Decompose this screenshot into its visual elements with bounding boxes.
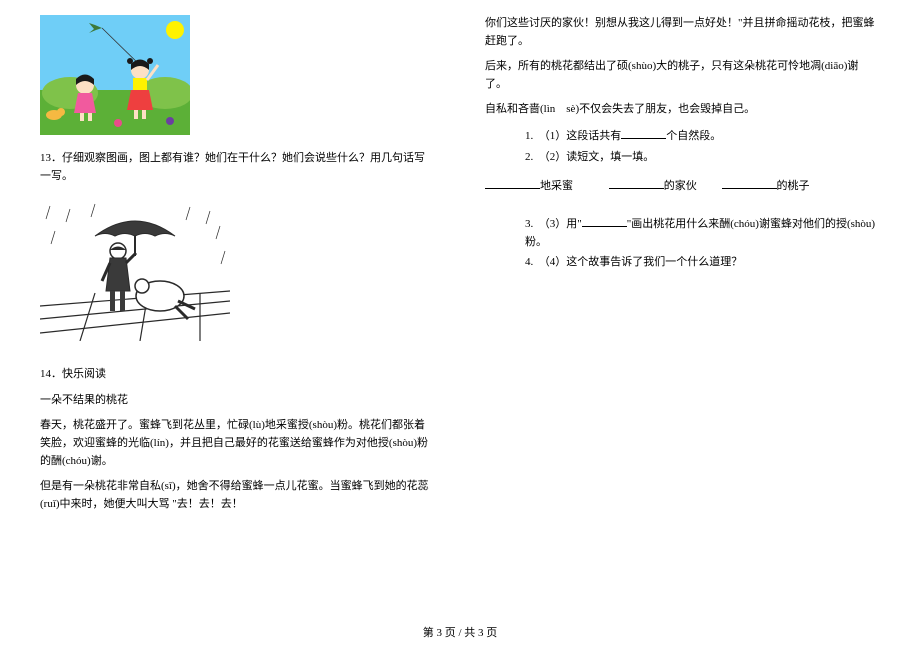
kite-illustration [40,15,190,135]
two-column-layout: 13．仔细观察图画，图上都有谁？她们在干什么？她们会说些什么？用几句话写一写。 [40,15,880,585]
blank-field[interactable] [609,177,664,189]
story-p4: 后来，所有的桃花都结出了硕(shùo)大的桃子，只有这朵桃花可怜地凋(diāo)… [485,58,880,93]
blank-field[interactable] [621,127,666,139]
story-title: 一朵不结果的桃花 [40,392,435,410]
sub-q3: 3. （3）用""画出桃花用什么来酬(chóu)谢蜜蜂对他们的授(shòu)粉。 [525,215,880,251]
left-column: 13．仔细观察图画，图上都有谁？她们在干什么？她们会说些什么？用几句话写一写。 [40,15,435,585]
story-p2: 但是有一朵桃花非常自私(sī)，她舍不得给蜜蜂一点儿花蜜。当蜜蜂飞到她的花蕊(r… [40,478,435,513]
sub-q1-suffix: 个自然段。 [666,130,721,142]
fill1-text: 地采蜜 [540,180,573,192]
blank-field[interactable] [485,177,540,189]
question-14-label: 14．快乐阅读 [40,366,435,384]
story-p1: 春天，桃花盛开了。蜜蜂飞到花丛里，忙碌(lù)地采蜜授(shòu)粉。桃花们都张… [40,417,435,470]
sub-q3-prefix: 3. （3）用" [525,218,582,230]
fill-blanks-line: 地采蜜 的家伙 的桃子 [485,177,880,197]
question-13: 13．仔细观察图画，图上都有谁？她们在干什么？她们会说些什么？用几句话写一写。 [40,150,435,185]
right-column: 你们这些讨厌的家伙！别想从我这儿得到一点好处！"并且拼命摇动花枝，把蜜蜂赶跑了。… [485,15,880,585]
sub-q1-prefix: 1. （1）这段话共有 [525,130,621,142]
sub-q4: 4. （4）这个故事告诉了我们一个什么道理？ [525,254,880,272]
story-p3: 你们这些讨厌的家伙！别想从我这儿得到一点好处！"并且拼命摇动花枝，把蜜蜂赶跑了。 [485,15,880,50]
page-footer: 第 3 页 / 共 3 页 [0,624,920,640]
sub-q1: 1. （1）这段话共有 个自然段。 [525,127,880,146]
fill3-text: 的桃子 [777,180,810,192]
story-p5: 自私和吝啬(lìn sè)不仅会失去了朋友，也会毁掉自己。 [485,101,880,119]
blank-field[interactable] [582,215,627,227]
sub-q2: 2. （2）读短文，填一填。 [525,149,880,167]
umbrella-illustration [40,201,230,341]
blank-field[interactable] [722,177,777,189]
fill2-text: 的家伙 [664,180,697,192]
